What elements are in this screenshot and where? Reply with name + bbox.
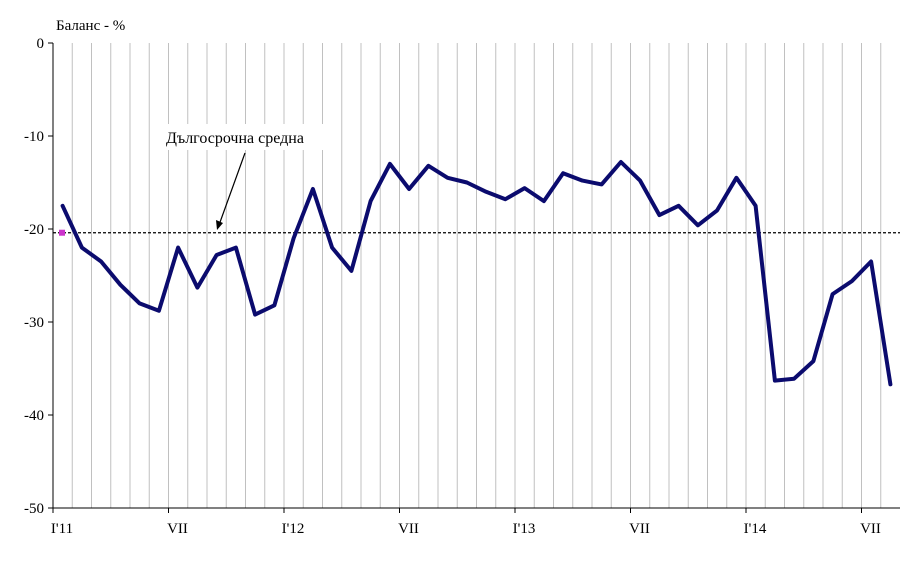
data-point xyxy=(292,237,295,240)
annotation-arrow-shaft xyxy=(218,152,246,226)
data-point xyxy=(870,260,872,263)
data-point xyxy=(543,200,545,202)
data-point xyxy=(408,188,410,190)
data-point xyxy=(639,179,641,182)
data-point xyxy=(312,188,314,190)
data-point xyxy=(562,172,564,174)
reference-line-label: Дългосрочна средна xyxy=(166,130,304,147)
data-point xyxy=(677,204,680,207)
data-point xyxy=(735,177,738,179)
annotation-background xyxy=(162,124,338,150)
series-lines xyxy=(60,160,893,387)
axes xyxy=(48,42,900,513)
x-tick-labels: I'11VIII'12VIII'13VIII'14VIII'15VIII'16V… xyxy=(51,521,881,537)
data-point xyxy=(831,293,834,295)
data-point xyxy=(485,191,487,193)
data-point xyxy=(427,164,430,167)
x-tick-label: I'11 xyxy=(51,521,73,537)
data-point xyxy=(581,179,584,182)
data-point xyxy=(754,204,757,207)
data-point xyxy=(716,209,718,212)
x-tick-label: VII xyxy=(629,521,650,537)
y-tick-label: -40 xyxy=(24,408,44,424)
data-point xyxy=(177,246,179,249)
series-line xyxy=(60,160,893,387)
data-point xyxy=(658,214,661,216)
data-point xyxy=(273,304,276,307)
data-point xyxy=(350,270,353,272)
data-point xyxy=(774,379,776,382)
data-point xyxy=(369,200,372,202)
data-point xyxy=(61,204,64,207)
data-point xyxy=(235,246,237,249)
x-tick-label: VII xyxy=(398,521,419,537)
data-point xyxy=(466,181,468,184)
reference-marker xyxy=(59,229,65,236)
data-point xyxy=(793,377,795,380)
y-tick-label: -20 xyxy=(24,222,44,238)
data-point xyxy=(889,383,892,386)
data-point xyxy=(138,302,141,305)
data-point xyxy=(158,310,160,312)
y-tick-label: -50 xyxy=(24,501,44,517)
data-point xyxy=(851,280,853,282)
data-point xyxy=(331,246,333,249)
data-point xyxy=(620,161,622,163)
vertical-gridlines xyxy=(71,43,882,508)
y-tick-label: 0 xyxy=(37,36,45,52)
y-tick-labels: 0 -10 -20 -30 -40 -50 xyxy=(24,36,44,517)
data-point xyxy=(119,284,122,286)
y-tick-label: -10 xyxy=(24,129,44,145)
data-point xyxy=(600,183,603,186)
data-point xyxy=(100,260,102,263)
data-point xyxy=(504,198,507,201)
data-point xyxy=(697,224,699,227)
data-point xyxy=(254,313,256,316)
y-axis-title: Баланс - % xyxy=(56,18,125,34)
reference-annotation: Дългосрочна средна xyxy=(162,124,338,230)
x-tick-label: I'12 xyxy=(282,521,305,537)
data-point xyxy=(446,177,449,179)
x-tick-label: I'14 xyxy=(744,521,767,537)
x-tick-label: VII xyxy=(167,521,188,537)
x-tick-label: VII xyxy=(860,521,881,537)
annotation-arrowhead xyxy=(216,220,223,230)
data-point xyxy=(389,163,391,165)
x-tick-label: I'13 xyxy=(513,521,536,537)
data-point xyxy=(523,187,526,189)
data-point xyxy=(215,254,218,256)
data-point xyxy=(812,360,815,362)
data-point xyxy=(81,246,83,249)
data-point xyxy=(196,286,199,289)
y-tick-label: -30 xyxy=(24,315,44,331)
